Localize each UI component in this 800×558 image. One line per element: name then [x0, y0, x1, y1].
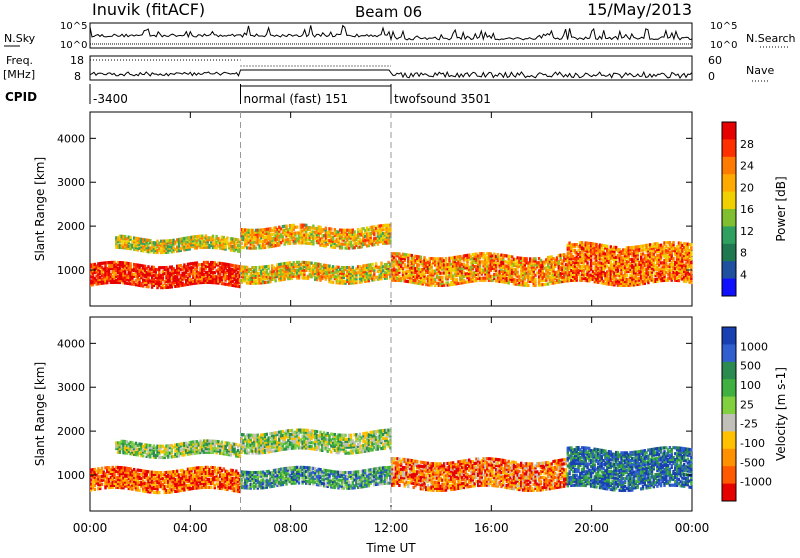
colorbar-tick-label: 20	[740, 181, 754, 194]
y-tick-label: 1000	[57, 264, 85, 277]
echo-cell	[441, 276, 443, 279]
echo-cell	[94, 488, 96, 491]
y-tick-label: 4000	[57, 132, 85, 145]
echo-cell	[690, 261, 692, 264]
colorbar-swatch	[722, 174, 736, 192]
echo-cell	[138, 489, 140, 492]
echo-cell	[690, 257, 692, 260]
cpid-strip: CPID -3400 normal (fast) 151 twofsound 350…	[5, 84, 491, 106]
echo-cell	[690, 271, 692, 274]
echo-cell	[353, 230, 355, 233]
colorbar-tick-label: 24	[740, 160, 754, 173]
nave-tick-top: 60	[708, 54, 722, 67]
echo-cell	[690, 275, 692, 278]
echo-cell	[255, 247, 257, 250]
nave-trace	[90, 60, 391, 66]
colorbar-swatch	[722, 192, 736, 210]
colorbar-swatch	[722, 139, 736, 157]
colorbar-tick-label: 12	[740, 225, 754, 238]
echo-cell	[690, 251, 692, 254]
echo-cell	[226, 237, 228, 240]
echo-cell	[375, 262, 377, 265]
colorbar-swatch	[722, 244, 736, 262]
echo-cell	[516, 271, 518, 274]
nsky-trace	[90, 25, 692, 40]
colorbar-swatch	[722, 279, 736, 297]
nsearch-label: N.Search	[746, 32, 796, 45]
echo-cell	[586, 261, 588, 264]
power-y-axis-label: Slant Range [km]	[33, 157, 47, 261]
echo-cell	[371, 263, 373, 266]
cpid-segment-label: twofsound 3501	[394, 92, 491, 106]
nave-tick-bottom: 0	[708, 70, 715, 83]
noise-tick-right-top: 10^5	[710, 21, 737, 32]
colorbar-swatch	[722, 122, 736, 140]
echo-cell	[352, 266, 354, 269]
noise-strip: N.Sky 10^5 10^0 10^5 10^0 N.Search	[4, 21, 796, 51]
colorbar-tick-label: 8	[740, 247, 747, 260]
freq-tick-bottom: 8	[74, 70, 81, 83]
y-tick-label: 3000	[57, 176, 85, 189]
echo-cell	[129, 262, 131, 265]
echo-cell	[690, 243, 692, 246]
echo-cell	[380, 262, 382, 265]
power-panel: 1000 2000 3000 4000 Slant Range [km] 28 24 20…	[33, 112, 788, 306]
echo-cell	[101, 483, 103, 486]
nsky-label: N.Sky	[4, 32, 36, 45]
echo-cell	[525, 257, 527, 260]
colorbar-swatch	[722, 209, 736, 227]
echo-cell	[534, 278, 536, 281]
echo-cell	[330, 228, 332, 231]
cpid-label: CPID	[5, 90, 37, 104]
echo-cell	[606, 245, 608, 248]
echo-cell	[672, 241, 674, 244]
echo-cell	[101, 467, 103, 470]
echo-cell	[527, 284, 529, 287]
date-title: 15/May/2013	[587, 0, 692, 19]
colorbar-swatch	[722, 261, 736, 279]
noise-tick-left-bottom: 10^0	[60, 40, 87, 51]
station-title: Inuvik (fitACF)	[92, 0, 205, 19]
echo-cell	[296, 226, 298, 229]
colorbar-swatch	[722, 226, 736, 244]
freq-trace	[90, 70, 692, 78]
echo-cell	[332, 281, 334, 284]
y-tick-label: 2000	[57, 220, 85, 233]
echo-cell	[325, 227, 327, 230]
echo-cell	[420, 256, 422, 259]
cpid-segment-label: -3400	[93, 92, 128, 106]
freq-label-line1: Freq.	[6, 54, 33, 67]
colorbar-swatch	[722, 157, 736, 175]
echo-cell	[534, 257, 536, 260]
echo-cell	[445, 257, 447, 260]
colorbar-tick-label: 28	[740, 138, 754, 151]
colorbar-tick-label: 16	[740, 203, 754, 216]
echo-cell	[255, 266, 257, 269]
noise-tick-right-bottom: 10^0	[710, 40, 737, 51]
echo-cell	[129, 236, 131, 239]
echo-cell	[285, 225, 287, 228]
freq-strip: Freq. [MHz] 18 8 60 0 Nave	[3, 54, 774, 83]
noise-tick-left-top: 10^5	[60, 21, 87, 32]
colorbar-tick-label: 4	[740, 268, 747, 281]
echo-cell	[626, 274, 628, 277]
cpid-segment-label: normal (fast) 151	[244, 92, 348, 106]
beam-title: Beam 06	[355, 3, 422, 21]
echo-cell	[158, 491, 160, 494]
freq-tick-top: 18	[70, 54, 84, 67]
echo-cell	[147, 285, 149, 288]
power-colorbar: 28 24 20 16 12 8 4 Power [dB]	[722, 122, 788, 297]
echo-cell	[456, 278, 458, 281]
echo-cell	[212, 235, 214, 238]
echo-cell	[672, 257, 674, 260]
freq-label-line2: [MHz]	[3, 68, 35, 81]
nave-label: Nave	[746, 64, 774, 77]
echo-cell	[275, 279, 277, 282]
colorbar-label: Power [dB]	[774, 176, 788, 241]
echo-cell	[267, 265, 269, 268]
